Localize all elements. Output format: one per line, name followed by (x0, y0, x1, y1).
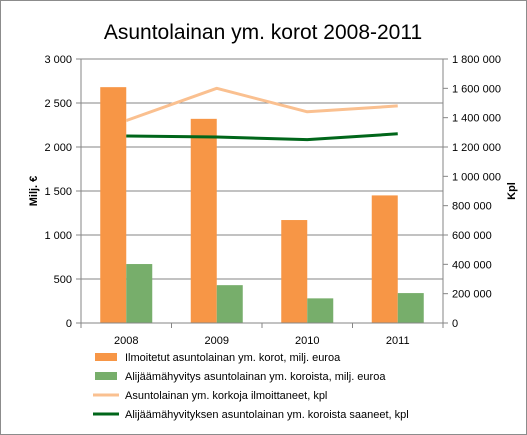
lines (125, 86, 398, 142)
y2-axis-title: Kpl (506, 182, 518, 200)
legend-swatch (95, 353, 117, 361)
legend: Ilmoitetut asuntolainan ym. korot, milj.… (93, 352, 409, 421)
y2-tick-label: 200 000 (452, 289, 492, 301)
y2-tick-label: 600 000 (452, 230, 492, 242)
x-tick-label: 2009 (205, 335, 229, 347)
y-axis-title: Milj. € (28, 176, 40, 207)
bar (281, 220, 308, 323)
y2-tick-label: 1 800 000 (452, 54, 501, 66)
x-tick-label: 2011 (386, 335, 410, 347)
y-tick-label: 0 (66, 318, 72, 330)
bar (307, 298, 334, 323)
y2-tick-label: 1 600 000 (452, 83, 501, 95)
y2-tick-label: 0 (452, 318, 458, 330)
bar (216, 285, 243, 323)
legend-label: Ilmoitetut asuntolainan ym. korot, milj.… (125, 352, 341, 364)
series-line (126, 132, 398, 142)
legend-label: Alijäämähyvitys asuntolainan ym. koroist… (125, 371, 386, 383)
bars (100, 87, 424, 323)
y-tick-label: 500 (54, 274, 72, 286)
y2-tick-label: 800 000 (452, 201, 492, 213)
legend-swatch (95, 372, 117, 380)
bar (371, 195, 398, 323)
y2-tick-label: 1 000 000 (452, 171, 501, 183)
legend-label: Asuntolainan ym. korkoja ilmoittaneet, k… (125, 390, 327, 402)
y-tick-label: 2 000 (44, 142, 72, 154)
y2-tick-label: 1 400 000 (452, 113, 501, 125)
series-line (125, 86, 398, 123)
y-tick-label: 3 000 (44, 54, 72, 66)
bar (100, 87, 127, 323)
bar (190, 118, 217, 323)
x-tick-label: 2010 (295, 335, 319, 347)
y-tick-label: 1 500 (44, 186, 72, 198)
bar (397, 293, 424, 323)
y-tick-label: 1 000 (44, 230, 72, 242)
y2-tick-label: 1 200 000 (452, 142, 501, 154)
y2-tick-label: 400 000 (452, 259, 492, 271)
chart-title: Asuntolainan ym. korot 2008-2011 (104, 21, 422, 44)
y-tick-label: 2 500 (44, 98, 72, 110)
bar (126, 264, 153, 323)
x-tick-label: 2008 (114, 335, 138, 347)
axes: 0 500 1 000 1 500 2 000 2 500 3 000 0 200 000 400… (44, 54, 500, 347)
legend-label: Alijäämähyvityksen asuntolainan ym. koro… (125, 409, 409, 421)
